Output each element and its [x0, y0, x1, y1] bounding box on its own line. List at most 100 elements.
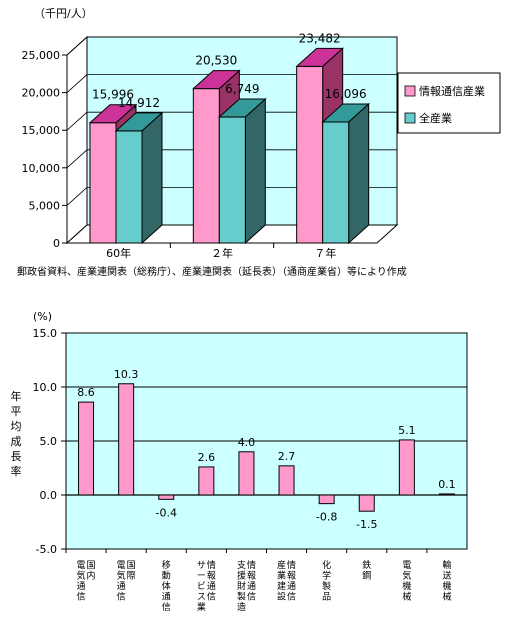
x-tick-label-char: 情 [287, 559, 296, 571]
chart-1-y-axis: 0 5,000 10,000 15,000 20,000 25,000 [22, 49, 68, 250]
x-tick-label-char: ス [197, 593, 206, 603]
data-label: 10.3 [114, 368, 139, 381]
chart-2-x-axis: 国内電気通信国際電気通信移動体通信情報通信サービス業情報通信支援財製造情報通信産… [65, 549, 451, 613]
y-tick-label: 5,000 [29, 199, 61, 212]
data-label: 2.7 [278, 450, 296, 463]
chart-1-3d-bar: （千円/人） 0 5,000 10,000 15,000 20,000 25,000 15… [17, 7, 501, 278]
x-tick-label-char: 建 [277, 580, 286, 592]
x-tick-label-char: 信 [247, 591, 256, 603]
bar-top-face [321, 103, 370, 123]
data-label: 15,996 [92, 88, 134, 102]
data-label: 20,530 [195, 54, 237, 68]
x-tick-label-char: 輸 [442, 559, 451, 571]
x-tick-label-char: 設 [277, 591, 286, 603]
bar-side-face [141, 111, 163, 245]
data-label: -1.5 [356, 518, 377, 531]
data-label: 5.1 [398, 424, 416, 437]
x-tick-label-char: 鋼 [362, 570, 371, 582]
x-tick-label-char: 学 [322, 570, 331, 582]
data-label: -0.8 [316, 511, 337, 524]
data-label: 2.6 [198, 451, 216, 464]
x-tick-label-char: 信 [287, 591, 296, 603]
legend-swatch-series-2 [404, 112, 416, 124]
gridline-side [66, 111, 88, 131]
data-label: 6,749 [225, 82, 259, 96]
x-tick-label-char: 械 [442, 591, 451, 603]
bar [198, 466, 215, 496]
gridline-side [66, 36, 88, 56]
x-tick-label-char: 電 [402, 560, 411, 571]
x-tick-label-char: 国 [87, 560, 96, 571]
y-tick-label: 10.0 [33, 381, 58, 394]
x-tick-label: ７年 [314, 246, 336, 260]
y-tick-label: 20,000 [22, 87, 61, 100]
x-tick-label-char: 造 [237, 601, 246, 613]
x-tick-label-char: 際 [127, 570, 136, 582]
y-axis-title-char: 長 [11, 450, 22, 463]
x-tick-label-char: 械 [402, 591, 411, 603]
bar [358, 494, 375, 512]
bar [438, 493, 455, 496]
legend-label-series-2: 全産業 [419, 111, 452, 125]
x-tick-label-char: 通 [162, 592, 171, 603]
bar [398, 439, 415, 496]
bar-front-face [115, 130, 143, 244]
bar [118, 383, 135, 496]
x-tick-label-char: 通 [287, 581, 296, 592]
x-tick-label-char: 財 [237, 580, 246, 592]
y-tick-label: 0.0 [40, 489, 58, 502]
chart-2-bars: 8.6 10.3 -0.4 2.6 4.0 2.7 -0.8 -1.5 5.1 0.1 [77, 368, 455, 531]
x-tick-label-char: 品 [322, 592, 331, 603]
x-tick-label-char: 気 [77, 570, 86, 582]
y-tick-label: 15,000 [22, 124, 61, 137]
bar [321, 102, 370, 245]
data-label: 16,096 [325, 87, 367, 101]
x-tick-label-char: 信 [207, 591, 216, 603]
x-tick-label-char: 機 [442, 580, 451, 592]
bar [78, 401, 95, 496]
x-tick-label-char: 通 [117, 581, 126, 592]
x-tick-label-char: 製 [237, 591, 246, 603]
bar [238, 451, 255, 496]
x-tick-label-char: 送 [442, 570, 451, 582]
bar-front-face [89, 122, 117, 244]
data-label: 14,912 [118, 96, 160, 110]
x-tick-label-char: ー [197, 572, 206, 582]
x-tick-label: 60年 [106, 246, 131, 260]
bar-top-face [88, 104, 138, 124]
bar [114, 111, 164, 245]
bar-front-face [296, 65, 324, 244]
x-tick-label-char: 国 [127, 560, 136, 571]
x-tick-label-char: 援 [237, 570, 246, 582]
chart-1-legend: 情報通信産業 全産業 [397, 72, 501, 134]
bar [218, 97, 267, 245]
data-label: 23,482 [299, 31, 341, 45]
bar-top-face [295, 47, 344, 67]
x-tick-label-char: 機 [402, 580, 411, 592]
chart-2-y-axis: 15.0 10.0 5.0 0.0 -5.0 [33, 327, 66, 556]
chart-1-unit-label: （千円/人） [34, 7, 93, 20]
x-tick-label-char: 通 [247, 581, 256, 592]
bar [278, 465, 295, 496]
x-tick-label-char: 支 [237, 559, 246, 571]
x-tick-label-char: 気 [402, 570, 411, 582]
x-tick-label-char: 信 [117, 591, 126, 603]
x-tick-label-char: 信 [77, 591, 86, 603]
gridline-side [66, 187, 88, 206]
y-axis-title-char: 年 [11, 389, 22, 403]
data-label: 0.1 [438, 478, 456, 491]
x-tick-label: 鉄鋼 [362, 559, 371, 582]
x-tick-label-char: 体 [162, 580, 171, 592]
y-tick-label: 5.0 [40, 435, 58, 448]
